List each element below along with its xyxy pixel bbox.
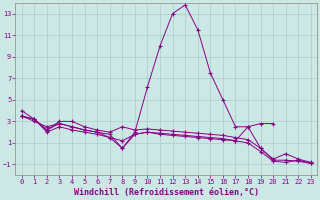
X-axis label: Windchill (Refroidissement éolien,°C): Windchill (Refroidissement éolien,°C) — [74, 188, 259, 197]
